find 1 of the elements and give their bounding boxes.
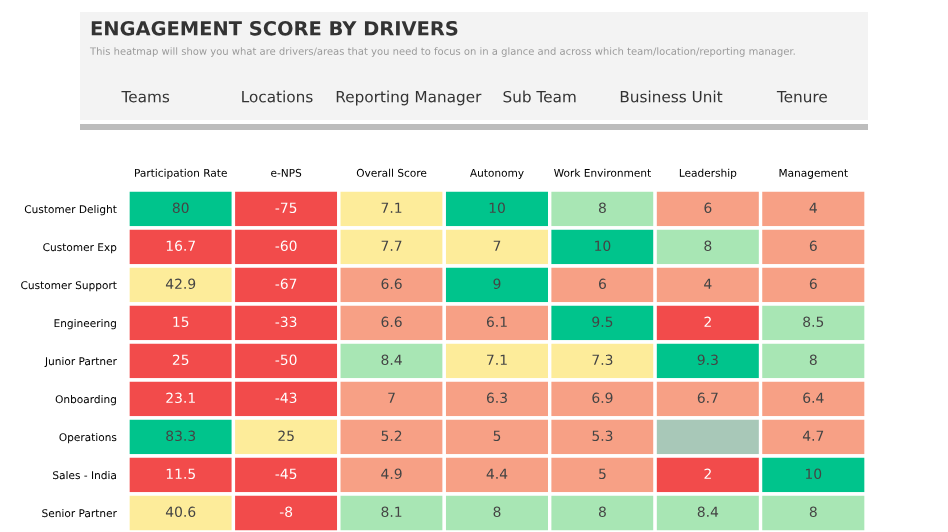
chart-title: ENGAGEMENT SCORE BY DRIVERS	[91, 20, 458, 36]
